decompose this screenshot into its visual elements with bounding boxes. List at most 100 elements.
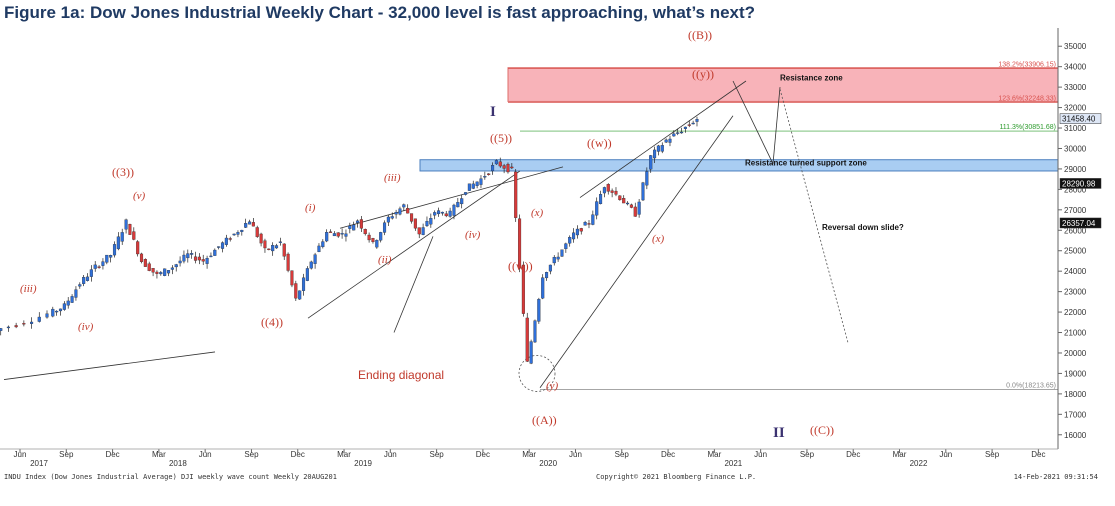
candle-body [251, 222, 255, 227]
candle-body [479, 178, 483, 185]
candle-body [406, 208, 410, 214]
candle-body [147, 263, 151, 271]
price-tag-label: 26357.04 [1062, 219, 1096, 228]
wave-label: (iv) [78, 321, 94, 333]
candle-body [575, 228, 579, 236]
candle-body [467, 183, 471, 191]
candle-body [193, 256, 198, 261]
diagonal-lower [307, 170, 521, 319]
candle-body [6, 326, 10, 329]
x-tick-label: Dec [476, 450, 490, 459]
footer-left: INDU Index (Dow Jones Industrial Average… [4, 473, 337, 481]
y-tick-label: 23000 [1064, 288, 1087, 297]
candle-body [602, 187, 606, 194]
candle-body [112, 244, 117, 256]
x-tick-label: Jun [384, 450, 397, 459]
x-year-label: 2021 [724, 459, 742, 468]
candle-body [301, 277, 306, 291]
candle-body [595, 201, 599, 216]
fib-level-label: 123.6%(32248.33) [998, 95, 1056, 102]
reversal-label: Reversal down slide? [822, 223, 904, 232]
candle-body [259, 233, 263, 244]
candle-body [371, 238, 375, 243]
wave-label: (iv) [465, 229, 481, 241]
candle-body [305, 268, 309, 281]
candle-body [51, 308, 55, 317]
footer-center: Copyright© 2021 Bloomberg Finance L.P. [596, 473, 756, 481]
candle-body [298, 290, 302, 300]
candle-body [433, 212, 437, 216]
candle-body [244, 223, 248, 228]
candle-body [74, 289, 78, 298]
y-tick-label: 25000 [1064, 247, 1087, 256]
projection-up [772, 87, 781, 164]
candle-body [695, 119, 699, 122]
candle-body [645, 171, 649, 186]
candle-body [637, 201, 641, 215]
y-tick-label: 35000 [1064, 42, 1087, 51]
candle-body [425, 221, 429, 227]
candle-body [228, 238, 232, 240]
candle-body [517, 218, 522, 269]
trendlines: 138.2%(33906.15) 123.6%(32248.33) 111.3%(3… [3, 62, 1058, 392]
wave-label: ((y)) [692, 67, 714, 81]
y-tick-label: 22000 [1064, 308, 1087, 317]
support-zone-label: Resistance turned support zone [745, 159, 867, 168]
candle-body [429, 218, 433, 225]
candle-body [70, 296, 74, 303]
candle-body [471, 183, 475, 189]
candle-body [452, 204, 456, 216]
candle-body [321, 241, 325, 248]
candle-body [139, 253, 144, 262]
candle-body [641, 182, 645, 201]
wave-label: ((w)) [508, 259, 533, 273]
candle-body [278, 241, 282, 243]
candle-body [197, 256, 201, 261]
candle-body [359, 219, 363, 229]
x-tick-label: Mar [522, 450, 536, 459]
candle-body [544, 272, 549, 279]
wave-label: (v) [133, 190, 146, 202]
x-tick-label: Jun [14, 450, 27, 459]
candle-body [475, 181, 479, 186]
candle-body [614, 190, 618, 195]
candle-body [606, 184, 610, 192]
x-tick-label: Jun [199, 450, 212, 459]
x-tick-label: Jun [569, 450, 582, 459]
candle-body [463, 192, 468, 195]
x-tick-label: Sep [800, 450, 815, 459]
candle-body [30, 321, 34, 324]
candle-body [680, 131, 684, 134]
candle-body [660, 145, 664, 152]
channel-lower [539, 115, 734, 388]
candle-body [583, 222, 587, 226]
candle-body [163, 268, 167, 276]
y-tick-label: 31000 [1064, 124, 1087, 133]
candle-body [572, 232, 576, 240]
candle-body [45, 313, 49, 318]
y-tick-label: 27000 [1064, 206, 1087, 215]
candle-body [502, 165, 506, 169]
candle-body [344, 233, 348, 237]
candle-body [224, 237, 228, 245]
candle-body [548, 264, 552, 272]
wave-label: ((B)) [688, 28, 712, 42]
candle-body [460, 198, 464, 205]
candle-body [436, 210, 441, 215]
candle-body [521, 264, 525, 314]
candle-body [409, 213, 414, 222]
candle-body [85, 276, 90, 281]
candle-body [217, 246, 221, 248]
wave-label: (y) [546, 380, 559, 392]
x-tick-label: Dec [1031, 450, 1045, 459]
candle-body [564, 243, 568, 250]
candle-body [66, 300, 70, 306]
candle-body [309, 261, 313, 269]
candle-body [317, 245, 321, 253]
candle-body [151, 268, 155, 273]
candle-body [143, 259, 147, 267]
candle-body [105, 254, 109, 263]
candle-body [186, 253, 190, 259]
x-year-label: 2020 [539, 459, 557, 468]
y-tick-label: 32000 [1064, 104, 1087, 113]
